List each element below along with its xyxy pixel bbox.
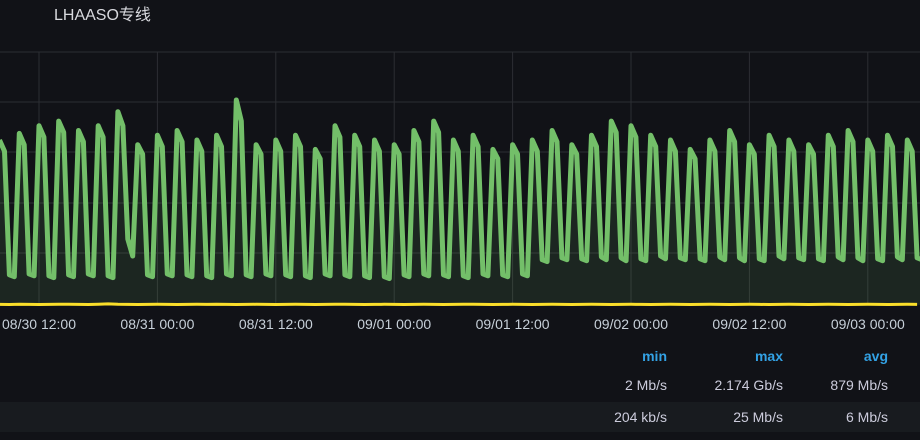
legend-max-value: 25 Mb/s [733,409,783,425]
x-tick-label: 09/03 00:00 [830,316,905,332]
x-tick-label: 08/31 00:00 [120,316,195,332]
legend-min-value: 204 kb/s [614,409,667,425]
x-tick-label: 08/30 12:00 [2,316,76,332]
legend-header-avg[interactable]: avg [863,348,888,364]
legend-max-value: 2.174 Gb/s [714,377,784,393]
series-group [0,97,920,306]
legend-header-min[interactable]: min [642,348,667,364]
legend-min-value: 2 Mb/s [624,377,667,393]
legend-avg-value: 879 Mb/s [830,377,888,393]
time-series-plot[interactable] [0,0,920,310]
x-tick-label: 09/02 12:00 [712,316,787,332]
legend-row-series1[interactable]: 2 Mb/s 2.174 Gb/s 879 Mb/s [0,370,920,400]
x-tick-label: 09/01 12:00 [475,316,550,332]
legend-header-row: min max avg [0,341,920,371]
series-1-line [0,97,920,282]
legend-row-series2[interactable]: 204 kb/s 25 Mb/s 6 Mb/s [0,402,920,432]
panel-title: LHAASO专线 [54,7,151,24]
x-tick-label: 08/31 12:00 [238,316,313,332]
x-tick-label: 09/02 00:00 [594,316,668,332]
series-2-line [0,302,918,306]
x-tick-label: 09/01 00:00 [357,316,432,332]
legend-avg-value: 6 Mb/s [845,409,888,425]
legend-header-max[interactable]: max [754,348,783,364]
